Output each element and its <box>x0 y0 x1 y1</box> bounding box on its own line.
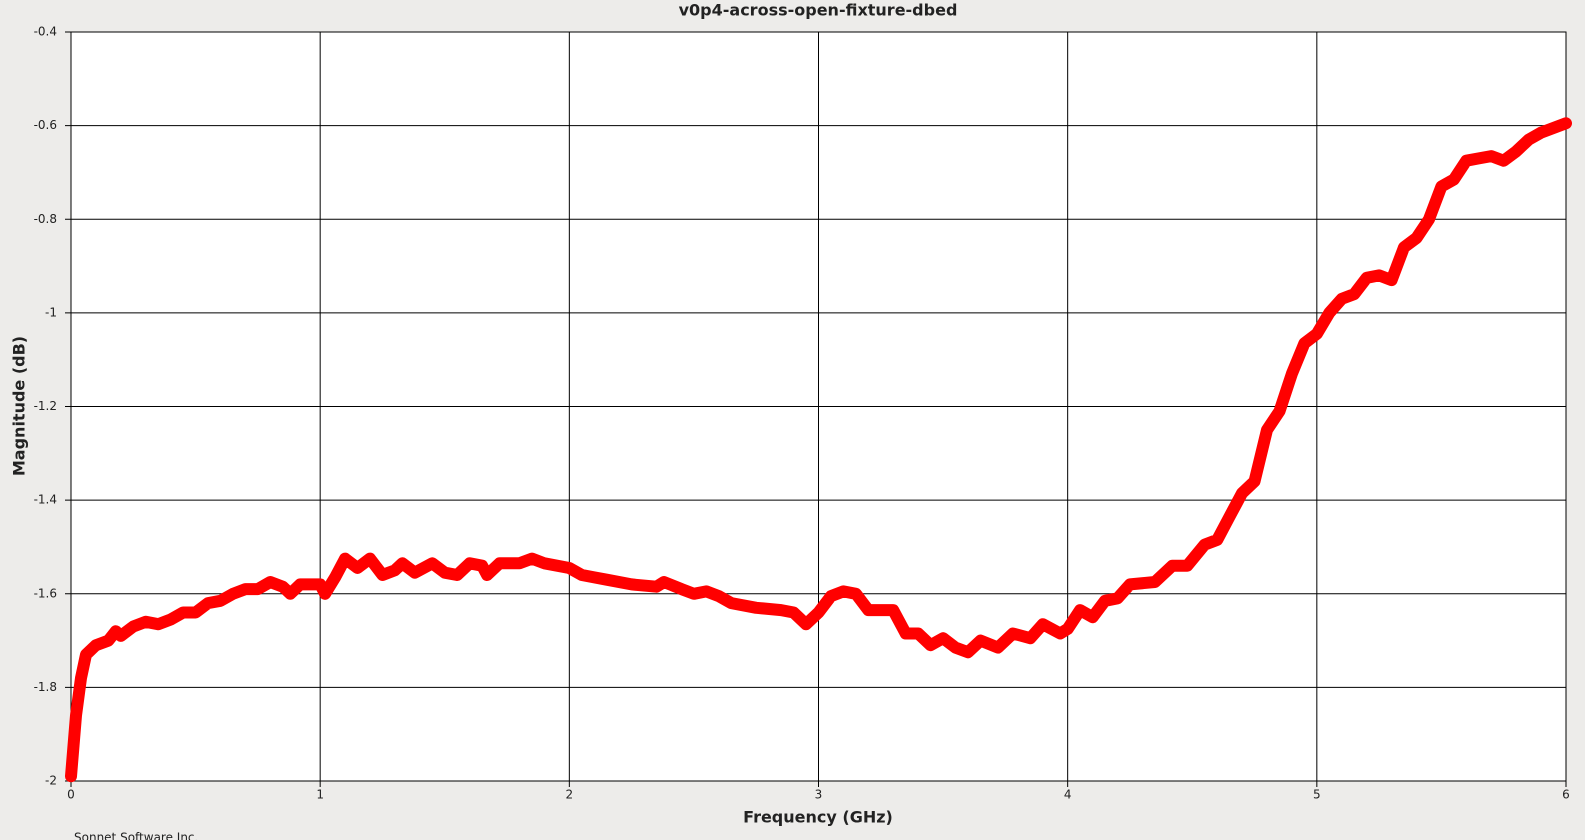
x-tick-label: 4 <box>1064 788 1072 802</box>
footer: Sonnet Software Inc. <box>74 831 198 840</box>
y-tick-label: -1.6 <box>34 586 57 600</box>
y-axis-label: Magnitude (dB) <box>10 336 29 476</box>
x-axis-label: Frequency (GHz) <box>743 808 893 827</box>
y-tick-label: -1.4 <box>34 493 57 507</box>
x-tick-label: 3 <box>815 788 823 802</box>
y-tick-label: -0.4 <box>34 25 57 39</box>
data-line <box>65 117 1572 783</box>
x-tick-label: 1 <box>316 788 324 802</box>
x-tick-label: 5 <box>1313 788 1321 802</box>
x-tick-label: 0 <box>67 788 75 802</box>
y-tick-label: -1 <box>45 305 57 319</box>
y-tick-label: -2 <box>45 774 57 788</box>
chart-title: v0p4-across-open-fixture-dbed <box>679 1 958 20</box>
y-tick-label: -1.8 <box>34 680 57 694</box>
x-tick-label: 2 <box>566 788 574 802</box>
y-tick-label: -1.2 <box>34 399 57 413</box>
y-tick-label: -0.8 <box>34 212 57 226</box>
y-tick-label: -0.6 <box>34 118 57 132</box>
x-tick-label: 6 <box>1562 788 1570 802</box>
